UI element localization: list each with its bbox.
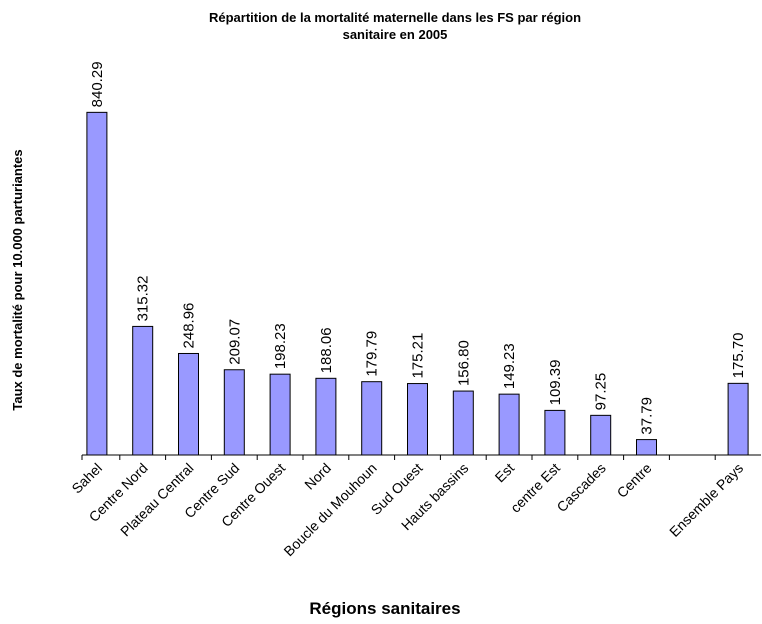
bar [361,381,383,456]
x-tick-label: Nord [301,460,334,493]
bar [407,383,428,456]
value-label: 149.23 [501,343,518,389]
bar [590,414,612,456]
x-tick-label: Sahel [68,460,105,497]
value-label: 315.32 [135,276,152,322]
bar [544,409,566,456]
bar [269,373,291,456]
x-tick-label: Centre [614,460,655,501]
x-tick-label: centre Est [507,460,563,516]
x-tick-label: Cascades [553,460,608,515]
bar [315,377,337,456]
x-tick-label: Ensemble Pays [666,460,746,540]
y-axis-title: Taux de mortalité pour 10.000 parturiant… [10,149,25,410]
value-label: 109.39 [547,360,564,406]
value-label: 175.70 [730,332,747,378]
x-tick-label: Est [492,460,518,486]
bar [86,111,108,456]
value-label: 97.25 [593,373,610,411]
x-axis-title: Régions sanitaires [309,599,460,618]
bar [178,352,199,456]
bar [727,382,749,456]
value-label: 840.29 [89,61,106,107]
bar [498,393,520,456]
bar [132,325,154,456]
bar [636,439,657,456]
value-label: 179.79 [364,331,381,377]
value-label: 188.06 [318,327,335,373]
value-label: 175.21 [410,333,427,379]
value-label: 37.79 [639,397,656,435]
bar [223,369,245,456]
value-label: 209.07 [226,319,243,365]
bar [452,390,474,456]
chart-title: Répartition de la mortalité maternelle d… [209,10,581,42]
value-label: 248.96 [181,303,198,349]
value-label: 198.23 [272,323,289,369]
value-label: 156.80 [455,340,472,386]
